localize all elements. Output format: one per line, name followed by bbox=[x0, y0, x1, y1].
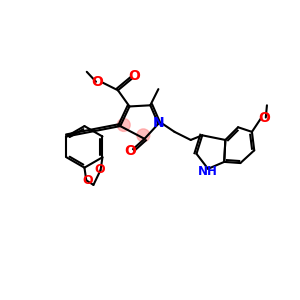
Text: O: O bbox=[258, 110, 270, 124]
Text: O: O bbox=[128, 69, 140, 83]
Circle shape bbox=[117, 118, 130, 131]
Text: O: O bbox=[94, 164, 105, 176]
Text: O: O bbox=[124, 144, 136, 158]
Text: O: O bbox=[82, 174, 92, 187]
Text: N: N bbox=[153, 116, 165, 130]
Text: NH: NH bbox=[198, 165, 218, 178]
Circle shape bbox=[137, 129, 150, 142]
Text: O: O bbox=[92, 75, 103, 89]
